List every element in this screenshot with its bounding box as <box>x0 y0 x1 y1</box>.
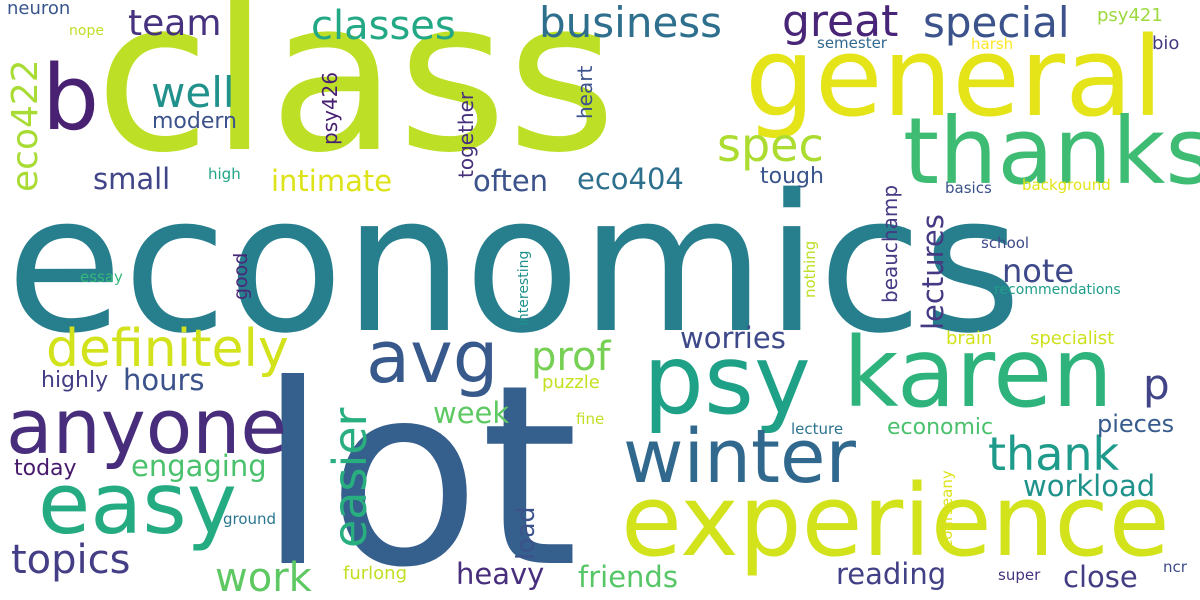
word-workload: workload <box>1023 469 1156 503</box>
word-special: special <box>923 0 1070 47</box>
word-beauchamp: beauchamp <box>878 184 902 303</box>
word-school: school <box>981 234 1030 252</box>
word-lot: lot <box>258 331 579 600</box>
word-great: great <box>782 0 899 47</box>
word-worries: worries <box>680 321 786 355</box>
word-nothing: nothing <box>801 240 819 298</box>
word-tough: tough <box>760 164 824 189</box>
word-highly: highly <box>41 368 109 393</box>
word-neuron: neuron <box>7 0 71 19</box>
word-modern: modern <box>152 109 237 134</box>
word-essay: essay <box>80 268 123 286</box>
word-week: week <box>433 396 510 430</box>
word-ncr: ncr <box>1163 558 1187 576</box>
word-easy: easy <box>38 455 237 554</box>
word-together: together <box>454 91 478 178</box>
word-hours: hours <box>123 363 205 397</box>
word-winter: winter <box>623 414 856 500</box>
word-small: small <box>93 162 171 196</box>
word-business: business <box>539 0 723 47</box>
word-super: super <box>998 566 1041 584</box>
word-brain: brain <box>946 328 993 349</box>
word-psy426: psy426 <box>318 71 342 145</box>
word-courseany: courseany <box>938 470 956 548</box>
word-good: good <box>230 252 252 300</box>
word-avg: avg <box>366 315 499 399</box>
word-eco404: eco404 <box>577 162 684 196</box>
word-specialist: specialist <box>1030 328 1115 349</box>
word-definitely: definitely <box>46 319 289 379</box>
word-harsh: harsh <box>971 35 1014 53</box>
word-experience: experience <box>621 464 1170 579</box>
word-eco422: eco422 <box>5 59 46 192</box>
word-interesting: interesting <box>516 250 532 326</box>
word-economic: economic <box>887 415 994 440</box>
word-easier: thank <box>988 427 1120 481</box>
word-classes: classes <box>311 3 456 49</box>
word-thank: easier <box>323 407 377 548</box>
word-class: class <box>95 0 617 199</box>
word-close: close <box>1063 560 1138 594</box>
word-friends: friends <box>578 560 678 594</box>
word-note: note <box>1002 252 1075 290</box>
word-ground: ground <box>223 510 277 528</box>
word-spec: spec <box>717 118 824 172</box>
word-bio: bio <box>1152 33 1180 54</box>
word-anyone: anyone <box>6 382 288 471</box>
word-prof: prof <box>531 334 611 380</box>
word-reading: reading <box>836 557 947 591</box>
word-fine: fine <box>576 410 605 428</box>
word-work: work <box>215 555 312 600</box>
word-well: well <box>151 68 235 117</box>
word-furlong: furlong <box>343 563 407 584</box>
word-p: p <box>1143 360 1170 409</box>
word-thanks: thanks <box>903 98 1200 205</box>
word-intimate: intimate <box>271 164 393 198</box>
word-high: high <box>208 165 241 183</box>
word-semester: semester <box>817 34 887 52</box>
word-b: b <box>42 46 100 151</box>
word-karen: karen <box>843 317 1113 429</box>
word-today: today <box>14 456 77 481</box>
word-lectures: lectures <box>916 214 950 330</box>
word-psy: psy <box>643 324 811 436</box>
word-lecture: lecture <box>791 420 844 438</box>
word-psy421: psy421 <box>1097 5 1163 26</box>
word-background: background <box>1022 176 1111 194</box>
word-puzzle: puzzle <box>542 372 600 393</box>
word-team: team <box>128 3 222 44</box>
word-topics: topics <box>11 537 131 583</box>
word-heart: heart <box>573 65 597 119</box>
word-load: load <box>511 506 540 560</box>
word-nope: nope <box>69 23 104 39</box>
word-recommendations: recommendations <box>994 282 1121 298</box>
word-pieces: pieces <box>1097 410 1175 438</box>
word-heavy: heavy <box>456 557 545 591</box>
word-engaging: engaging <box>131 449 267 483</box>
word-often: often <box>473 164 549 198</box>
word-basics: basics <box>945 179 992 197</box>
word-economics: economics <box>6 154 1022 375</box>
word-general: general <box>745 13 1164 141</box>
